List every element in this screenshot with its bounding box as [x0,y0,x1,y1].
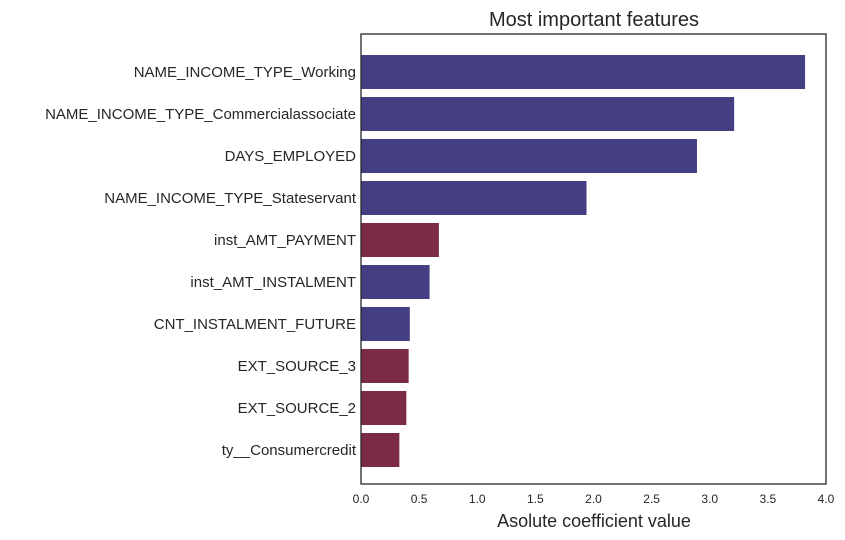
category-label: DAYS_EMPLOYED [225,148,357,165]
plot-frame [360,33,827,485]
category-label: inst_AMT_INSTALMENT [190,274,356,291]
category-label: ty__Consumercredit [222,442,357,459]
x-axis-label: Asolute coefficient value [497,511,691,531]
x-tick-label: 1.0 [469,492,486,506]
category-label: NAME_INCOME_TYPE_Working [134,64,356,81]
bar-5 [361,223,439,257]
x-tick-label: 2.5 [643,492,660,506]
bar-6 [361,265,430,299]
bar-9 [361,391,407,425]
bar-7 [361,307,410,341]
category-label: EXT_SOURCE_3 [238,358,356,375]
bar-10 [361,433,400,467]
x-axis-ticks: 0.0 0.5 1.0 1.5 2.0 2.5 3.0 3.5 4.0 [353,492,835,506]
x-tick-label: 4.0 [818,492,835,506]
bar-3 [361,139,697,173]
x-tick-label: 3.0 [701,492,718,506]
x-tick-label: 0.0 [353,492,370,506]
bar-1 [361,55,806,89]
x-tick-label: 1.5 [527,492,544,506]
bar-2 [361,97,735,131]
x-tick-label: 0.5 [411,492,428,506]
category-label: CNT_INSTALMENT_FUTURE [154,316,356,333]
bar-4 [361,181,587,215]
bars-group [361,55,806,467]
category-label: inst_AMT_PAYMENT [214,232,356,249]
category-labels: NAME_INCOME_TYPE_Working NAME_INCOME_TYPE… [45,64,357,459]
category-label: EXT_SOURCE_2 [238,400,356,417]
x-tick-label: 3.5 [760,492,777,506]
x-tick-label: 2.0 [585,492,602,506]
bar-8 [361,349,409,383]
category-label: NAME_INCOME_TYPE_Commercialassociate [45,106,356,123]
chart-title: Most important features [489,9,699,31]
category-label: NAME_INCOME_TYPE_Stateservant [104,190,357,207]
